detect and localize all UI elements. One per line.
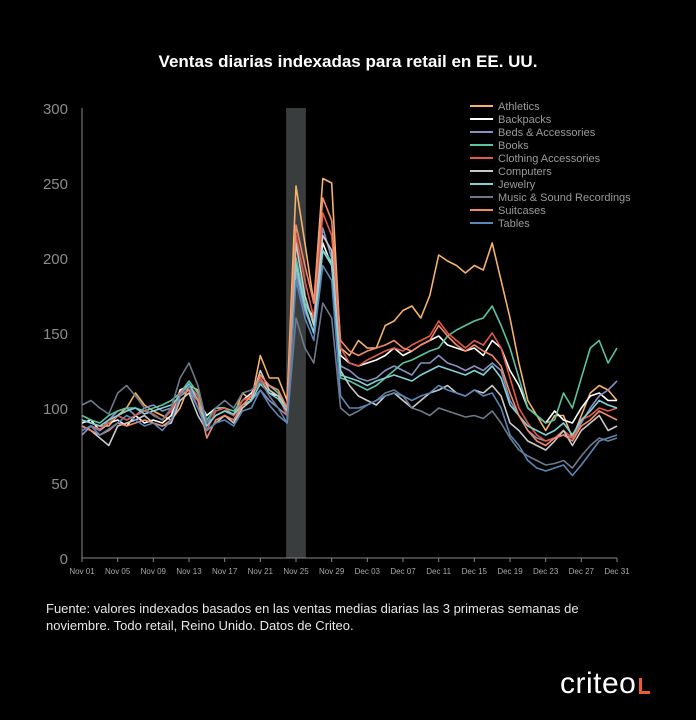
highlight-layer xyxy=(286,108,306,558)
series-line xyxy=(81,302,618,469)
series-line xyxy=(81,234,618,451)
legend-label: Suitcases xyxy=(498,205,546,217)
x-tick-label: Dec 27 xyxy=(569,567,595,576)
series-layer xyxy=(81,177,618,477)
y-tick-label: 200 xyxy=(43,251,68,268)
x-tick-label: Nov 05 xyxy=(105,567,131,576)
logo-corner-icon xyxy=(639,678,651,694)
source-note: Fuente: valores indexados basados en las… xyxy=(46,601,579,633)
series-line xyxy=(81,242,617,432)
x-tick-label: Dec 11 xyxy=(426,567,451,576)
chart-title: Ventas diarias indexadas para retail en … xyxy=(158,52,538,71)
logo-text: criteo xyxy=(560,667,637,700)
series-line xyxy=(81,249,618,436)
x-tick-label: Dec 19 xyxy=(497,567,523,576)
y-tick-label: 250 xyxy=(43,176,68,193)
x-tick-label: Dec 15 xyxy=(462,567,488,576)
y-tick-label: 0 xyxy=(60,551,68,568)
x-tick-label: Dec 03 xyxy=(355,567,381,576)
series-line xyxy=(81,227,618,442)
y-tick-label: 100 xyxy=(43,401,68,418)
x-tick-label: Nov 17 xyxy=(212,567,238,576)
x-tick-label: Nov 25 xyxy=(283,567,309,576)
axis-layer: 0 50 100 150 200 250 300 Nov 01 Nov 05 Nov 09 Nov … xyxy=(43,101,630,576)
legend-label: Athletics xyxy=(498,101,540,113)
criteo-logo: criteo xyxy=(560,667,651,701)
legend-label: Computers xyxy=(498,166,552,178)
x-tick-label: Nov 13 xyxy=(176,567,202,576)
highlight-band xyxy=(286,108,306,558)
series-line xyxy=(81,212,618,442)
x-tick-label: Dec 31 xyxy=(604,567,630,576)
series-line xyxy=(81,249,618,424)
y-tick-label: 50 xyxy=(51,476,68,493)
x-tick-label: Nov 29 xyxy=(319,567,345,576)
legend-label: Books xyxy=(498,140,529,152)
chart-area: 0 50 100 150 200 250 300 Nov 01 Nov 05 Nov 09 Nov … xyxy=(43,101,631,576)
x-tick-label: Dec 23 xyxy=(533,567,559,576)
series-line xyxy=(81,177,618,439)
x-tick-label: Nov 21 xyxy=(248,567,274,576)
legend-label: Jewelry xyxy=(498,179,536,191)
legend-label: Beds & Accessories xyxy=(498,127,596,139)
legend-label: Music & Sound Recordings xyxy=(498,192,631,204)
legend-label: Backpacks xyxy=(498,114,552,126)
legend-label: Clothing Accessories xyxy=(498,153,601,165)
x-tick-label: Nov 09 xyxy=(141,567,167,576)
legend-label: Tables xyxy=(498,218,530,230)
y-tick-label: 300 xyxy=(43,101,68,118)
series-line xyxy=(81,264,618,477)
x-tick-label: Dec 07 xyxy=(390,567,416,576)
y-tick-label: 150 xyxy=(43,326,68,343)
x-tick-label: Nov 01 xyxy=(69,567,95,576)
